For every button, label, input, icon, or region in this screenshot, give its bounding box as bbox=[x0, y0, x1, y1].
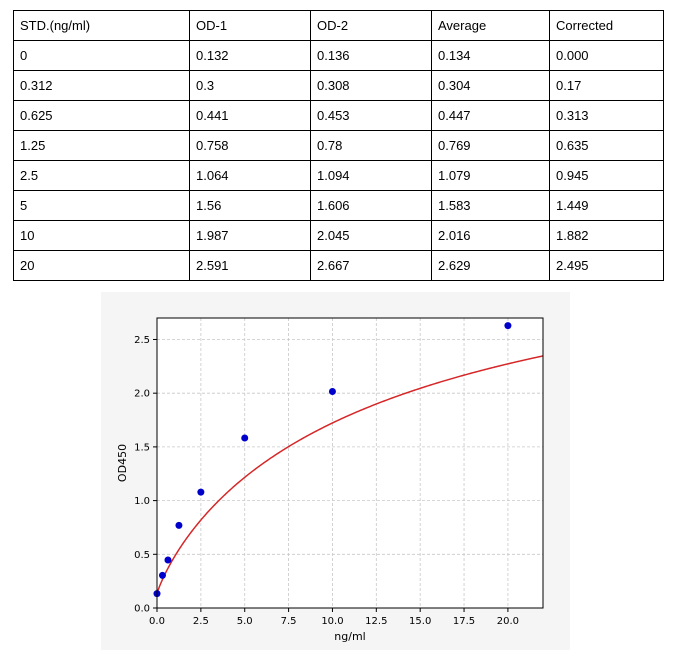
table-cell: 0.132 bbox=[189, 40, 311, 71]
table-cell: 0.134 bbox=[431, 40, 550, 71]
table-row: 0 0.132 0.136 0.134 0.000 bbox=[13, 40, 664, 71]
x-tick-label: 7.5 bbox=[281, 616, 297, 627]
table-cell: 2.667 bbox=[310, 250, 432, 281]
x-tick-label: 20.0 bbox=[497, 616, 519, 627]
x-tick-label: 5.0 bbox=[237, 616, 253, 627]
data-point bbox=[164, 556, 172, 564]
table-cell: 2.045 bbox=[310, 220, 432, 251]
table-cell: 2.5 bbox=[13, 160, 190, 191]
table-cell: 1.56 bbox=[189, 190, 311, 221]
table-row: 20 2.591 2.667 2.629 2.495 bbox=[13, 250, 664, 281]
table-cell: 0 bbox=[13, 40, 190, 71]
y-tick-label: 1.5 bbox=[134, 442, 150, 453]
standards-table: STD.(ng/ml) OD-1 OD-2 Average Corrected 0 0.13… bbox=[13, 10, 664, 281]
x-axis-label: ng/ml bbox=[334, 630, 365, 643]
table-cell: 2.016 bbox=[431, 220, 550, 251]
table-cell: 1.449 bbox=[549, 190, 664, 221]
x-tick-label: 15.0 bbox=[409, 616, 431, 627]
table-cell: 0.441 bbox=[189, 100, 311, 131]
data-point bbox=[241, 434, 249, 442]
y-tick-label: 1.0 bbox=[134, 496, 150, 507]
table-cell: 1.25 bbox=[13, 130, 190, 161]
x-tick-label: 17.5 bbox=[453, 616, 475, 627]
y-tick-label: 0.0 bbox=[134, 604, 150, 615]
table-cell: 1.987 bbox=[189, 220, 311, 251]
table-cell: 1.064 bbox=[189, 160, 311, 191]
y-tick-label: 2.5 bbox=[134, 335, 150, 346]
table-cell: 2.629 bbox=[431, 250, 550, 281]
y-tick-label: 2.0 bbox=[134, 389, 150, 400]
table-cell: 0.758 bbox=[189, 130, 311, 161]
table-cell: 1.079 bbox=[431, 160, 550, 191]
table-cell: 5 bbox=[13, 190, 190, 221]
table-cell: 0.312 bbox=[13, 70, 190, 101]
table-cell: 0.17 bbox=[549, 70, 664, 101]
plot-frame bbox=[156, 317, 544, 609]
column-header: OD-2 bbox=[310, 10, 432, 41]
x-tick-label: 0.0 bbox=[149, 616, 165, 627]
table-header-row: STD.(ng/ml) OD-1 OD-2 Average Corrected bbox=[13, 10, 664, 41]
table-row: 0.625 0.441 0.453 0.447 0.313 bbox=[13, 100, 664, 131]
column-header: STD.(ng/ml) bbox=[13, 10, 190, 41]
standard-curve-chart: 0.0 2.5 5.0 7.5 10.0 12.5 15.0 17.5 20.0 0.0 0.5 1.… bbox=[116, 317, 544, 643]
plot-area bbox=[157, 318, 543, 608]
table-cell: 0.625 bbox=[13, 100, 190, 131]
y-axis-label: OD450 bbox=[116, 444, 129, 482]
table-cell: 20 bbox=[13, 250, 190, 281]
data-point bbox=[504, 322, 512, 330]
fit-curve bbox=[156, 355, 544, 595]
data-point bbox=[175, 521, 183, 529]
table-cell: 0.635 bbox=[549, 130, 664, 161]
table-cell: 0.308 bbox=[310, 70, 432, 101]
x-tick-label: 12.5 bbox=[365, 616, 387, 627]
table-cell: 0.136 bbox=[310, 40, 432, 71]
table-cell: 1.583 bbox=[431, 190, 550, 221]
data-point bbox=[197, 488, 205, 496]
data-point bbox=[328, 387, 336, 395]
table-cell: 1.094 bbox=[310, 160, 432, 191]
table-cell: 0.769 bbox=[431, 130, 550, 161]
table-cell: 2.495 bbox=[549, 250, 664, 281]
table-cell: 0.447 bbox=[431, 100, 550, 131]
table-cell: 0.78 bbox=[310, 130, 432, 161]
y-tick-label: 0.5 bbox=[134, 550, 150, 561]
table-cell: 10 bbox=[13, 220, 190, 251]
table-cell: 0.3 bbox=[189, 70, 311, 101]
table-cell: 0.945 bbox=[549, 160, 664, 191]
table-row: 10 1.987 2.045 2.016 1.882 bbox=[13, 220, 664, 251]
table-cell: 0.304 bbox=[431, 70, 550, 101]
x-tick-label: 10.0 bbox=[321, 616, 343, 627]
standard-curve-chart-panel: 0.0 2.5 5.0 7.5 10.0 12.5 15.0 17.5 20.0 0.0 0.5 1.… bbox=[101, 292, 570, 650]
table-cell: 1.606 bbox=[310, 190, 432, 221]
column-header: Corrected bbox=[549, 10, 664, 41]
table-row: 5 1.56 1.606 1.583 1.449 bbox=[13, 190, 664, 221]
table-cell: 1.882 bbox=[549, 220, 664, 251]
table-cell: 0.313 bbox=[549, 100, 664, 131]
data-point bbox=[158, 571, 166, 579]
table-cell: 0.000 bbox=[549, 40, 664, 71]
table-row: 1.25 0.758 0.78 0.769 0.635 bbox=[13, 130, 664, 161]
column-header: Average bbox=[431, 10, 550, 41]
table-cell: 2.591 bbox=[189, 250, 311, 281]
table-row: 2.5 1.064 1.094 1.079 0.945 bbox=[13, 160, 664, 191]
x-tick-label: 2.5 bbox=[193, 616, 209, 627]
table-row: 0.312 0.3 0.308 0.304 0.17 bbox=[13, 70, 664, 101]
column-header: OD-1 bbox=[189, 10, 311, 41]
table-cell: 0.453 bbox=[310, 100, 432, 131]
